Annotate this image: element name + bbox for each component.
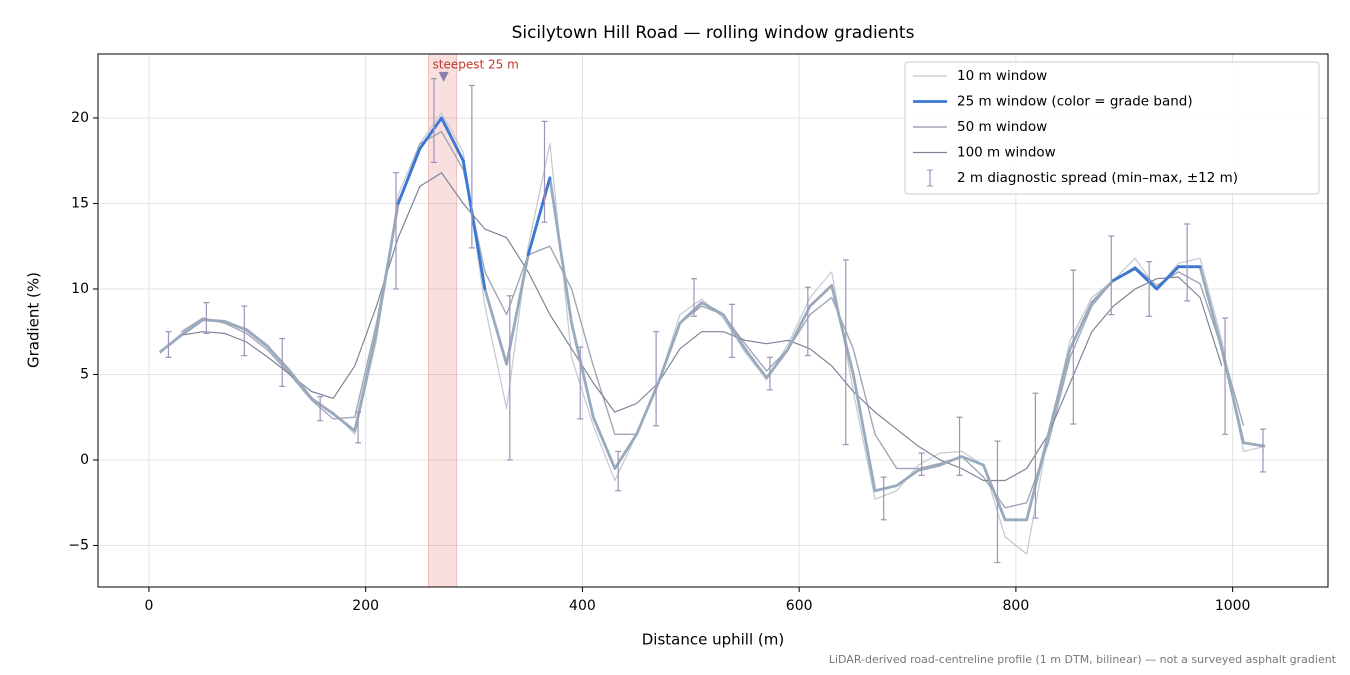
legend-label: 10 m window: [957, 68, 1047, 84]
legend-label: 25 m window (color = grade band): [957, 94, 1193, 110]
error-bar: [1259, 428, 1266, 473]
series-line: [181, 130, 1245, 509]
error-bar: [1222, 317, 1229, 435]
plot-frame: [97, 53, 1329, 588]
error-bar: [615, 450, 622, 492]
error-bar: [1184, 223, 1191, 302]
x-tick-label: 400: [569, 598, 596, 614]
legend-label: 2 m diagnostic spread (min–max, ±12 m): [957, 170, 1238, 186]
error-bar: [241, 305, 248, 357]
footnote: LiDAR-derived road-centreline profile (1…: [829, 653, 1337, 666]
error-bar: [691, 278, 698, 317]
x-tick-label: 600: [786, 598, 813, 614]
error-bar: [956, 416, 963, 476]
grade-segment: [1133, 267, 1159, 291]
error-bar: [880, 476, 887, 521]
grade-segment: [440, 116, 465, 163]
steepest-marker: [438, 71, 449, 82]
x-tick-label: 800: [1003, 598, 1030, 614]
error-bar: [279, 337, 286, 388]
y-tick-label: 15: [71, 195, 89, 211]
y-axis-label: Gradient (%): [25, 272, 43, 368]
error-bar: [506, 295, 513, 461]
x-tick-label: 1000: [1215, 598, 1251, 614]
x-tick-label: 0: [144, 598, 153, 614]
grade-segment: [1155, 265, 1180, 291]
legend-label: 100 m window: [957, 145, 1056, 161]
error-bar: [203, 302, 210, 335]
error-bar: [804, 286, 811, 357]
y-tick-label: −5: [68, 537, 89, 553]
error-bar: [1146, 260, 1153, 317]
series-line: [158, 116, 1266, 522]
error-bar: [355, 411, 362, 444]
chart-title: Sicilytown Hill Road — rolling window gr…: [512, 23, 915, 43]
grade-segment: [396, 147, 422, 205]
error-bar: [1108, 235, 1115, 316]
error-bar: [653, 331, 660, 427]
x-tick-label: 200: [352, 598, 379, 614]
legend: 10 m window 25 m window (color = grade ba…: [904, 61, 1320, 195]
grade-segment: [526, 176, 552, 257]
error-bar: [842, 259, 849, 446]
error-bar: [317, 396, 324, 422]
error-bar: [918, 452, 925, 476]
error-bar: [468, 84, 475, 249]
y-tick-label: 20: [71, 110, 89, 126]
legend-box: [904, 61, 1320, 195]
error-bar: [430, 78, 437, 164]
error-bar: [994, 440, 1001, 564]
y-tick-label: 0: [80, 452, 89, 468]
x-axis-label: Distance uphill (m): [642, 631, 784, 649]
y-tick-label: 10: [71, 281, 89, 297]
error-bar: [766, 356, 773, 391]
grade-segment: [461, 159, 487, 291]
error-bar: [393, 172, 400, 290]
error-bar: [541, 120, 548, 223]
grade-segment: [1112, 267, 1137, 282]
steepest-band: [428, 53, 458, 588]
series-line: [181, 172, 1223, 482]
error-bar: [1070, 269, 1077, 425]
annotation: steepest 25 m: [433, 57, 519, 71]
error-bar: [1032, 392, 1039, 519]
error-bar: [728, 303, 735, 358]
y-tick-label: 5: [80, 366, 89, 382]
error-bar: [165, 331, 172, 358]
grade-segment: [418, 116, 443, 151]
error-bar: [577, 346, 584, 420]
legend-label: 50 m window: [957, 119, 1047, 135]
